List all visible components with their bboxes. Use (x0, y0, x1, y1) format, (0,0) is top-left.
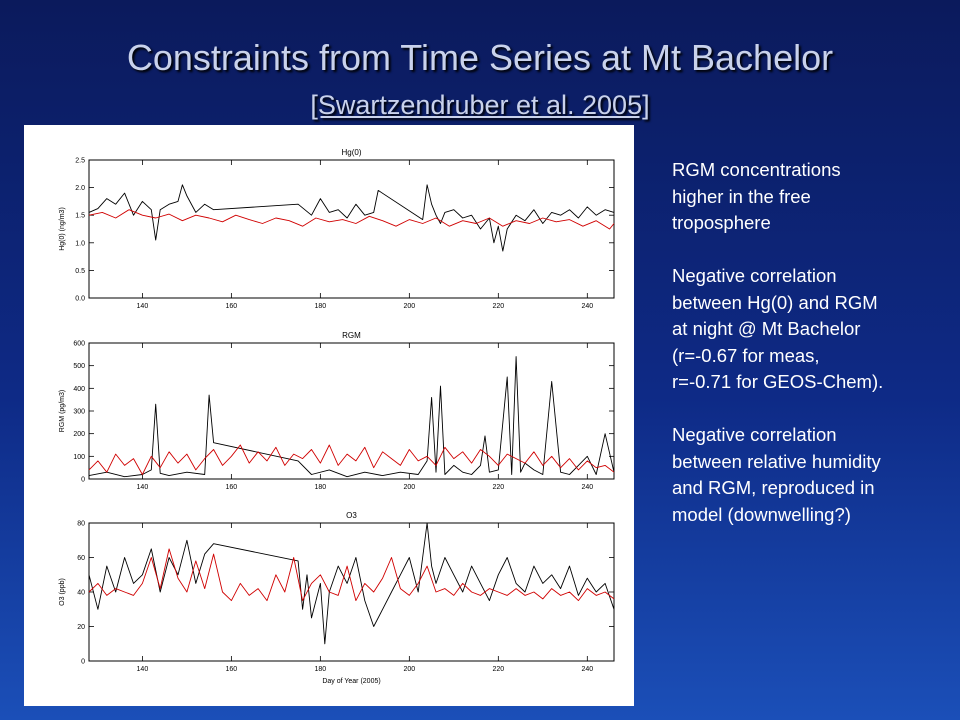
note-paragraph: RGM concentrations higher in the free tr… (672, 157, 952, 237)
slide-title: Constraints from Time Series at Mt Bache… (126, 37, 834, 78)
y-tick-label: 40 (77, 590, 85, 597)
x-tick-label: 240 (581, 484, 593, 491)
plot-frame (88, 522, 615, 662)
x-tick-label: 240 (581, 666, 593, 673)
x-tick-label: 140 (137, 484, 149, 491)
x-tick-label: 180 (315, 303, 327, 310)
y-axis-label: RGM (pg/m3) (59, 390, 66, 432)
x-tick-label: 140 (137, 303, 149, 310)
y-axis-label: Hg(0) (ng/m3) (59, 207, 66, 251)
y-tick-label: 20 (77, 624, 85, 631)
y-tick-label: 0.5 (75, 268, 85, 275)
note-line: and RGM, reproduced in (672, 477, 875, 498)
y-tick-label: 200 (73, 431, 85, 438)
note-paragraph: Negative correlation between relative hu… (672, 422, 952, 528)
chart-title: Hg(0) (341, 148, 361, 157)
y-tick-label: 1.0 (75, 240, 85, 247)
slide-subtitle: [Swartzendruber et al. 2005] (310, 90, 650, 120)
y-tick-label: 600 (73, 341, 85, 348)
y-tick-label: 80 (77, 521, 85, 528)
plot-frame (88, 159, 615, 299)
x-tick-label: 200 (403, 666, 415, 673)
y-tick-label: 0 (81, 659, 85, 666)
x-tick-label: 180 (315, 666, 327, 673)
model-series-line (88, 209, 615, 230)
note-paragraph: Negative correlation between Hg(0) and R… (672, 263, 952, 396)
x-tick-label: 160 (226, 666, 238, 673)
note-line: Negative correlation (672, 424, 837, 445)
note-line: at night @ Mt Bachelor (672, 318, 861, 339)
x-tick-label: 220 (492, 303, 504, 310)
note-line: between relative humidity (672, 450, 881, 472)
x-tick-label: 200 (403, 303, 415, 310)
x-tick-label: 240 (581, 303, 593, 310)
y-tick-label: 100 (73, 454, 85, 461)
x-tick-label: 160 (226, 303, 238, 310)
y-tick-label: 60 (77, 555, 85, 562)
measured-series-line (88, 184, 615, 252)
x-tick-label: 200 (403, 484, 415, 491)
x-tick-label: 160 (226, 484, 238, 491)
x-tick-label: 180 (315, 484, 327, 491)
x-axis-label: Day of Year (2005) (322, 678, 380, 685)
model-series-line (88, 444, 615, 475)
y-tick-label: 1.5 (75, 213, 85, 220)
measured-series-line (88, 356, 615, 478)
note-line: higher in the free (672, 185, 811, 207)
chart-title: RGM (342, 331, 361, 340)
x-tick-label: 220 (492, 484, 504, 491)
side-notes: RGM concentrations higher in the free tr… (672, 157, 952, 555)
x-tick-label: 140 (137, 666, 149, 673)
y-tick-label: 2.0 (75, 185, 85, 192)
note-line: RGM concentrations (672, 159, 841, 180)
figure-panel: Hg(0) 0.0 0.5 1.0 1.5 2.0 2.5 140 160 180 200 220 24… (24, 125, 634, 706)
y-tick-label: 0 (81, 477, 85, 484)
note-line: r=-0.71 for GEOS-Chem). (672, 371, 884, 392)
note-line: (r=-0.67 for meas, (672, 344, 820, 366)
y-tick-label: 300 (73, 409, 85, 416)
y-axis-label: O3 (ppb) (59, 578, 66, 606)
note-line: model (downwelling?) (672, 503, 851, 525)
x-tick-label: 220 (492, 666, 504, 673)
plot-frame (88, 342, 615, 480)
y-tick-label: 2.5 (75, 158, 85, 165)
measured-series-line (88, 522, 615, 645)
y-tick-label: 500 (73, 363, 85, 370)
model-series-line (88, 548, 615, 602)
note-line: troposphere (672, 212, 771, 233)
y-tick-label: 400 (73, 386, 85, 393)
y-tick-label: 0.0 (75, 296, 85, 303)
note-line: between Hg(0) and RGM (672, 291, 878, 313)
note-line: Negative correlation (672, 265, 837, 286)
chart-title: O3 (346, 511, 357, 520)
